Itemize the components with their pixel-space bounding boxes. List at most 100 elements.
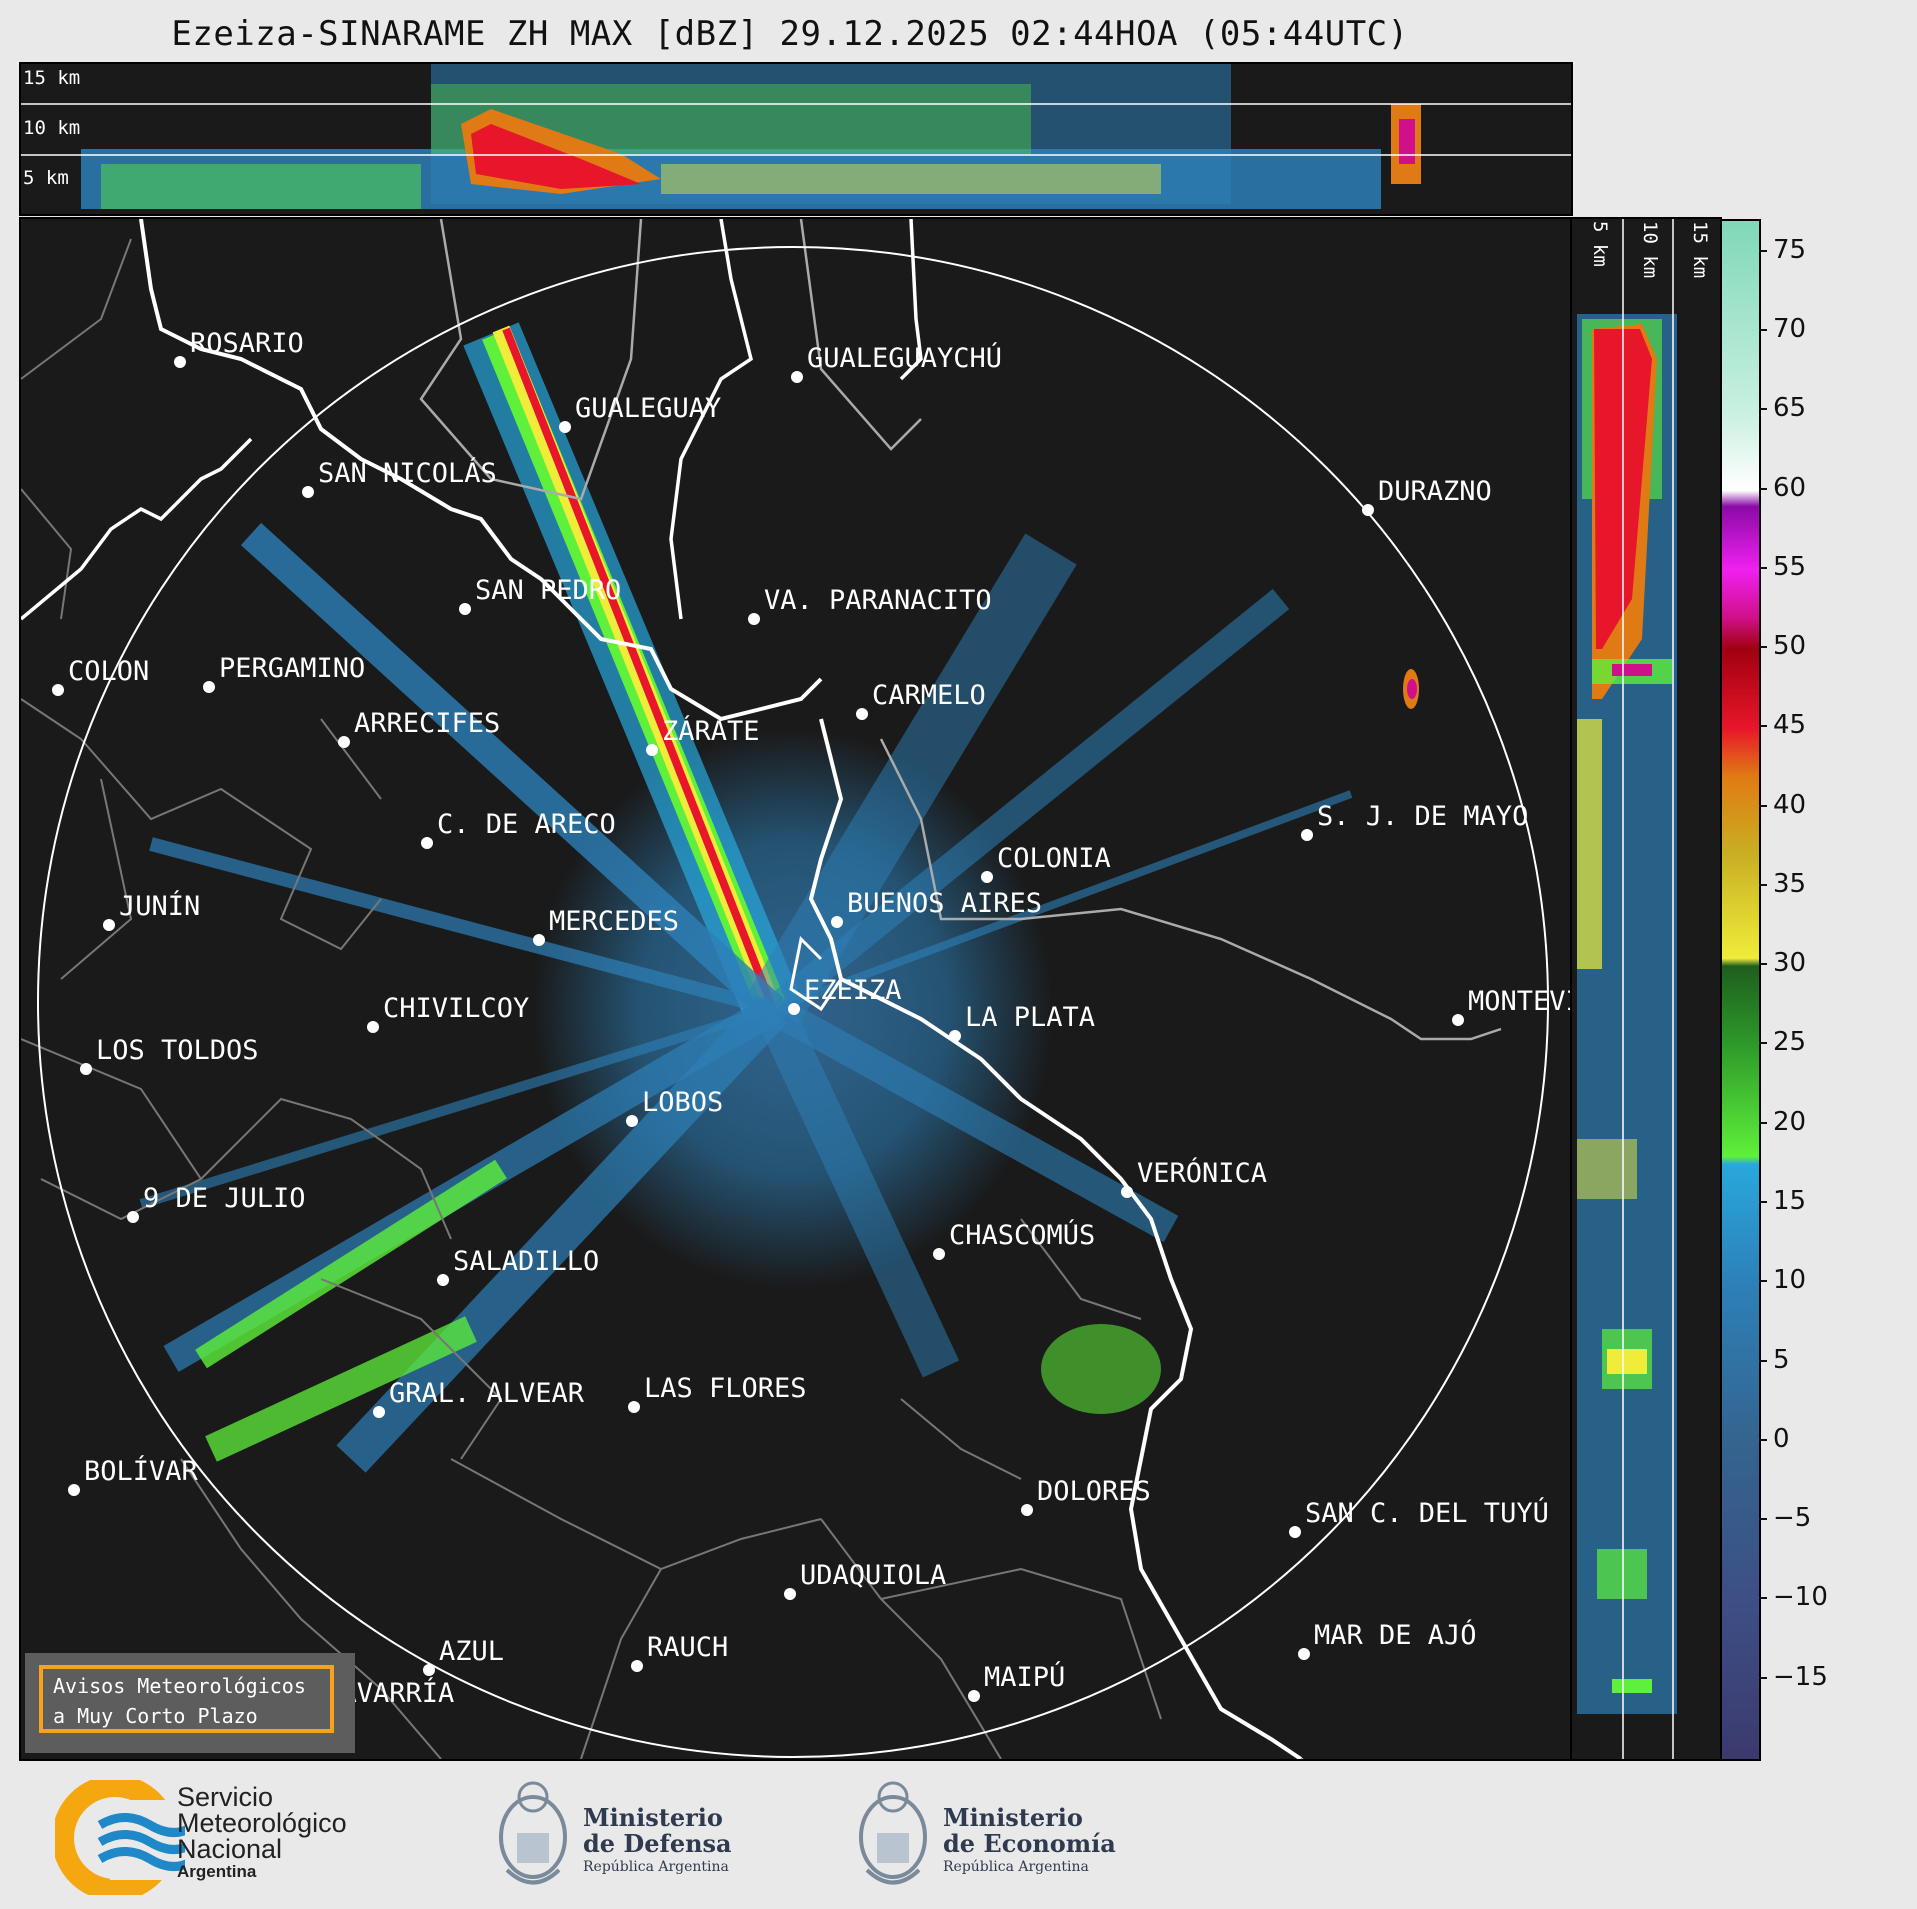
city-marker xyxy=(631,1660,643,1672)
city-marker xyxy=(788,1003,800,1015)
radar-map-svg[interactable]: ROSARIO GUALEGUAYCHÚ GUALEGUAY SAN NICOLÁS D… xyxy=(21,219,1571,1759)
warning-line-1: Avisos Meteorológicos xyxy=(53,1674,306,1698)
colorbar-tick-mark xyxy=(1759,566,1767,569)
city-marker xyxy=(68,1484,80,1496)
city-label: PERGAMINO xyxy=(219,653,365,684)
city-marker xyxy=(1121,1186,1133,1198)
city-marker xyxy=(791,371,803,383)
defensa-line-2: de Defensa xyxy=(583,1829,732,1858)
dbz-colorbar xyxy=(1720,219,1761,1761)
city-5: SAN PEDRO xyxy=(459,575,621,615)
city-marker xyxy=(52,684,64,696)
city-8: PERGAMINO xyxy=(203,653,365,693)
city-marker xyxy=(1021,1504,1033,1516)
city-label: 9 DE JULIO xyxy=(143,1183,306,1214)
colorbar-tick-mark xyxy=(1759,1597,1767,1600)
colorbar-tick-label: 10 xyxy=(1773,1265,1807,1296)
city-label: SAN C. DEL TUYÚ xyxy=(1305,1497,1549,1529)
economia-line-1: Ministerio xyxy=(943,1803,1083,1832)
city-marker xyxy=(302,486,314,498)
city-label: SALADILLO xyxy=(453,1246,599,1277)
colorbar-tick-label: 70 xyxy=(1773,313,1807,344)
side-label-10km: 10 km xyxy=(1639,221,1661,278)
city-marker xyxy=(203,681,215,693)
colorbar-tick-mark xyxy=(1759,487,1767,490)
city-label: MONTEVIDEO xyxy=(1468,986,1571,1017)
city-marker xyxy=(174,356,186,368)
city-marker xyxy=(856,708,868,720)
smn-logo: Servicio Meteorológico Nacional Argentin… xyxy=(55,1780,395,1895)
province-borders xyxy=(21,219,1502,1759)
colorbar-tick-label: 75 xyxy=(1773,234,1807,265)
colorbar-tick-mark xyxy=(1759,646,1767,649)
top-echo-bands xyxy=(81,64,1421,209)
warning-box-frame[interactable]: Avisos Meteorológicos a Muy Corto Plazo xyxy=(39,1665,334,1733)
colorbar-tick-label: 0 xyxy=(1773,1423,1790,1454)
city-label: LOBOS xyxy=(642,1087,723,1118)
economia-line-2: de Economía xyxy=(943,1829,1116,1858)
city-34: MAR DE AJÓ xyxy=(1298,1619,1477,1660)
top-cross-section-panel: 15 km 10 km 5 km xyxy=(19,62,1573,216)
defensa-line-3: República Argentina xyxy=(583,1859,729,1875)
city-label: AZUL xyxy=(439,1636,504,1667)
colorbar-tick-label: 40 xyxy=(1773,789,1807,820)
city-20: CHIVILCOY xyxy=(367,993,529,1033)
city-marker xyxy=(103,919,115,931)
city-marker xyxy=(421,837,433,849)
side-label-15km: 15 km xyxy=(1689,221,1711,278)
colorbar-tick-mark xyxy=(1759,725,1767,728)
city-label: UDAQUIOLA xyxy=(800,1560,946,1591)
radar-map-panel[interactable]: ROSARIO GUALEGUAYCHÚ GUALEGUAY SAN NICOLÁS D… xyxy=(19,217,1573,1761)
city-label: DURAZNO xyxy=(1378,476,1492,507)
smn-line-1: Servicio xyxy=(177,1782,274,1812)
city-label: VERÓNICA xyxy=(1137,1157,1267,1189)
city-15: BUENOS AIRES xyxy=(831,888,1042,928)
coastline xyxy=(21,219,1304,1759)
colorbar-tick-mark xyxy=(1759,883,1767,886)
city-label: GUALEGUAYCHÚ xyxy=(807,342,1002,374)
city-label: JUNÍN xyxy=(119,890,200,922)
height-label-10km: 10 km xyxy=(23,117,80,139)
defensa-line-1: Ministerio xyxy=(583,1803,723,1832)
city-10: ARRECIFES xyxy=(338,708,500,748)
city-marker xyxy=(533,934,545,946)
economia-logo: Ministerio de Economía República Argenti… xyxy=(855,1775,1145,1895)
colorbar-tick-mark xyxy=(1759,408,1767,411)
city-marker xyxy=(559,421,571,433)
warning-line-2: a Muy Corto Plazo xyxy=(53,1704,258,1728)
city-marker xyxy=(1301,829,1313,841)
side-cross-section-panel: 5 km 10 km 15 km xyxy=(1570,217,1722,1761)
city-22: LOS TOLDOS xyxy=(80,1035,259,1075)
colorbar-tick-label: −15 xyxy=(1773,1661,1828,1692)
warning-box[interactable]: Avisos Meteorológicos a Muy Corto Plazo xyxy=(25,1653,355,1753)
colorbar-tick-label: 65 xyxy=(1773,393,1807,424)
city-marker xyxy=(949,1030,961,1042)
colorbar-tick-mark xyxy=(1759,1676,1767,1679)
colorbar-tick-label: 60 xyxy=(1773,472,1807,503)
city-label: COLONIA xyxy=(997,843,1111,874)
city-label: RAUCH xyxy=(647,1632,728,1663)
defensa-logo: Ministerio de Defensa República Argentin… xyxy=(495,1775,755,1895)
city-16: JUNÍN xyxy=(103,890,200,931)
city-7: COLON xyxy=(52,656,149,696)
colorbar-tick-mark xyxy=(1759,1201,1767,1204)
city-label: VA. PARANACITO xyxy=(764,585,992,616)
city-label: DOLORES xyxy=(1037,1476,1151,1507)
city-18: EZEIZA xyxy=(788,975,902,1015)
city-marker xyxy=(646,744,658,756)
colorbar-tick-mark xyxy=(1759,963,1767,966)
city-label: COLON xyxy=(68,656,149,687)
side-cross-section-svg: 5 km 10 km 15 km xyxy=(1577,219,1711,1759)
city-label: ROSARIO xyxy=(190,328,304,359)
colorbar-tick-mark xyxy=(1759,1121,1767,1124)
city-28: GRAL. ALVEAR xyxy=(373,1378,585,1418)
colorbar-tick-label: 35 xyxy=(1773,868,1807,899)
city-marker xyxy=(423,1664,435,1676)
city-2: GUALEGUAY xyxy=(559,393,721,433)
city-12: S. J. DE MAYO xyxy=(1301,801,1528,841)
city-marker xyxy=(1452,1014,1464,1026)
colorbar-tick-mark xyxy=(1759,1518,1767,1521)
city-17: MERCEDES xyxy=(533,906,679,946)
city-0: ROSARIO xyxy=(174,328,304,368)
city-35: RAUCH xyxy=(631,1632,728,1672)
